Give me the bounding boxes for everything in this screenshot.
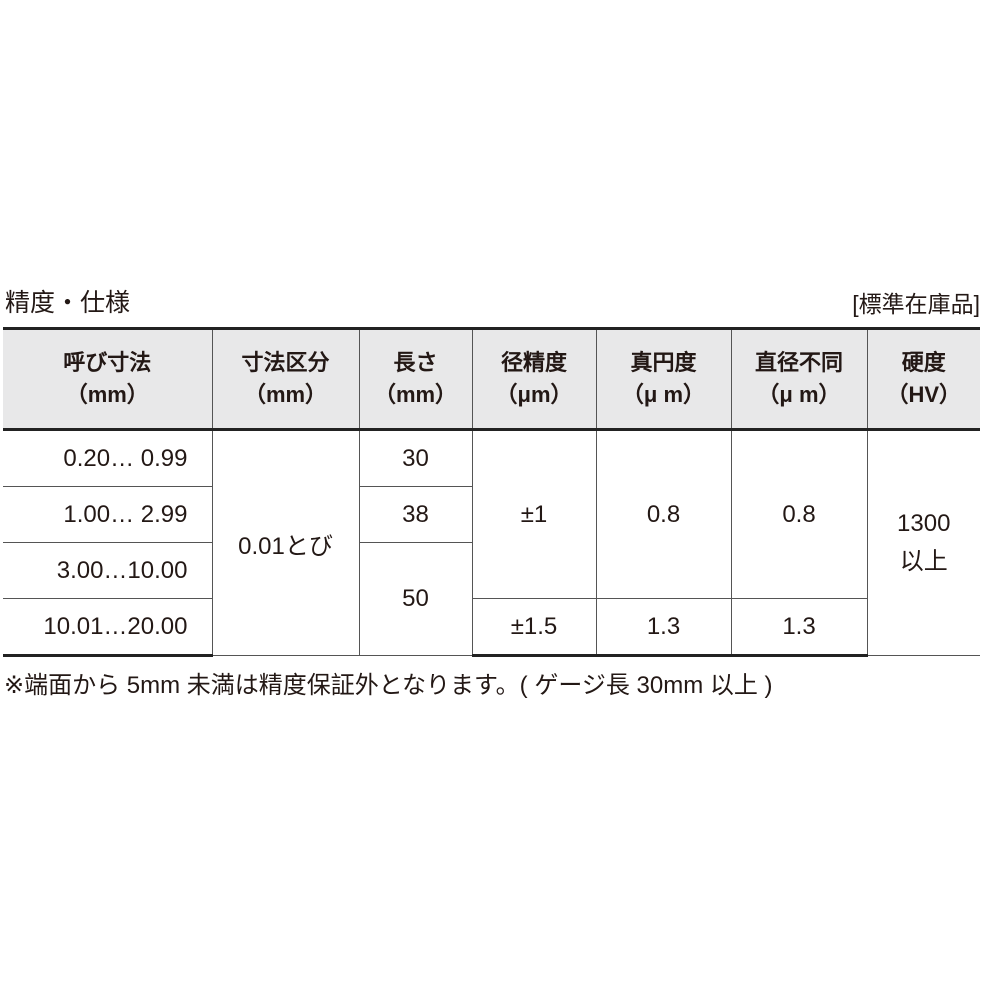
header-length: 長さ （mm） [358,327,473,431]
section-title: 精度・仕様 [5,289,131,317]
nominal-cell: 1.00… 2.99 [3,486,213,543]
nominal-cell: 3.00…10.00 [3,542,213,599]
header-roundness: 真円度 （μ m） [595,327,732,431]
nominal-cell: 10.01…20.00 [3,598,213,657]
length-cell: 38 [358,486,473,543]
increment-cell: 0.01とび [211,429,360,656]
hardness-cell: 1300 以上 [866,429,980,656]
table-row: 3.00…10.00 50 [3,542,980,656]
header-diameter-variation: 直径不同 （μ m） [730,327,868,431]
header-hardness: 硬度 （HV） [866,327,980,431]
length-cell: 30 [358,429,473,487]
header-nominal: 呼び寸法 （mm） [3,327,213,431]
stock-label: [標準在庫品] [852,291,980,317]
spec-table: 呼び寸法 （mm） 寸法区分 （mm） 長さ （mm） 径精度 （μm） 真円度 （μ m… [3,327,980,657]
roundness-cell: 1.3 [595,598,732,657]
header-row: 呼び寸法 （mm） 寸法区分 （mm） 長さ （mm） 径精度 （μm） 真円度 （μ m… [3,327,980,431]
header-diameter-accuracy: 径精度 （μm） [471,327,597,431]
header-increment: 寸法区分 （mm） [211,327,360,431]
diameter-variation-cell: 1.3 [730,598,868,657]
table-row: 10.01…20.00 ±1.5 1.3 1.3 [3,598,980,657]
diameter-accuracy-cell: ±1.5 [471,598,597,657]
roundness-cell: 0.8 [595,429,732,599]
diameter-accuracy-cell: ±1 [471,429,597,599]
footnote: ※端面から 5mm 未満は精度保証外となります。( ゲージ長 30mm 以上 ) [4,672,773,699]
length-cell: 50 [358,542,473,656]
table-row: 1.00… 2.99 38 [3,486,980,543]
table-row: 0.20… 0.99 0.01とび 30 ±1 0.8 0.8 1300 以上 [3,429,980,656]
diameter-variation-cell: 0.8 [730,429,868,599]
nominal-cell: 0.20… 0.99 [3,429,213,487]
